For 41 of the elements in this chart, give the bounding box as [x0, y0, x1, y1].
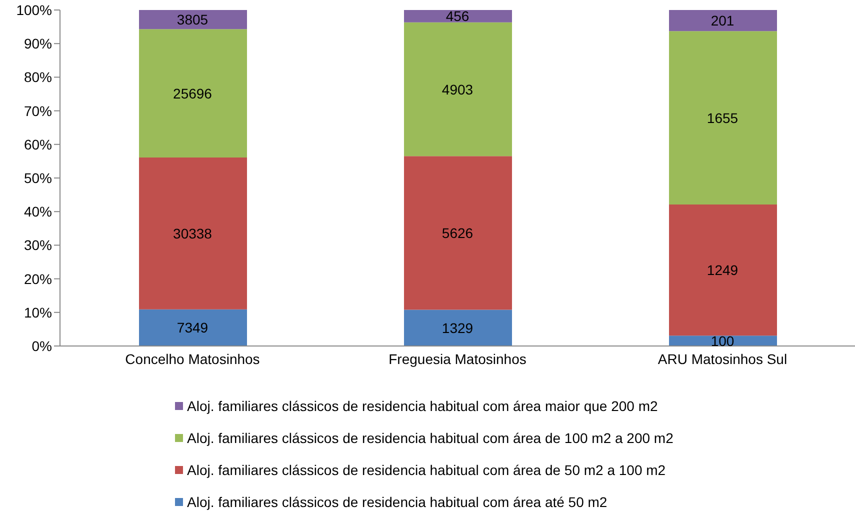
annotation: 100: [710, 332, 734, 349]
y-tick-label: 100%: [16, 2, 52, 18]
y-tick-label: 20%: [24, 270, 52, 287]
annotation: 30338: [173, 225, 212, 242]
legend-label: Aloj. familiares clássicos de residencia habitual com área maior que 200 m2: [187, 398, 658, 414]
y-tick-label: 0%: [32, 338, 52, 354]
bar: [139, 309, 247, 346]
annotation: 1249: [706, 262, 738, 278]
legend-label: Aloj. familiares clássicos de residencia habitual com área até 50 m2: [187, 494, 608, 510]
annotation: 201: [710, 12, 734, 29]
y-tick-label: 50%: [24, 170, 52, 186]
bar: [404, 156, 512, 310]
annotation: 5626: [442, 224, 474, 241]
annotation: 4903: [442, 81, 474, 98]
bar: [139, 10, 247, 30]
bar: [669, 10, 777, 32]
y-tick-label: 60%: [24, 136, 52, 152]
x-tick-label: ARU Matosinhos Sul: [658, 350, 788, 367]
annotation: 1655: [706, 110, 738, 126]
legend-label: Aloj. familiares clássicos de residencia habitual com área de 50 m2 a 100 m2: [187, 462, 666, 478]
annotation: 25696: [173, 85, 212, 102]
annotation: 456: [446, 8, 470, 24]
bar: [139, 158, 247, 310]
y-tick-label: 70%: [24, 102, 52, 119]
y-tick-label: 90%: [24, 36, 52, 52]
y-tick-label: 40%: [24, 204, 52, 220]
bar: [669, 31, 777, 205]
bar: [669, 204, 777, 336]
y-tick-label: 10%: [24, 304, 52, 320]
x-tick-label: Freguesia Matosinhos: [388, 350, 526, 367]
bar: [404, 310, 512, 346]
bar: [139, 29, 247, 158]
legend-label: Aloj. familiares clássicos de residencia habitual com área de 100 m2 a 200 m2: [187, 430, 674, 446]
y-tick-label: 30%: [24, 237, 52, 254]
annotation: 7349: [176, 320, 208, 336]
annotation: 3805: [176, 12, 208, 28]
x-tick-label: Concelho Matosinhos: [125, 350, 260, 367]
y-tick-label: 80%: [24, 69, 52, 86]
bar: [404, 10, 512, 22]
bar: [404, 22, 512, 156]
annotation: 1329: [442, 320, 474, 336]
